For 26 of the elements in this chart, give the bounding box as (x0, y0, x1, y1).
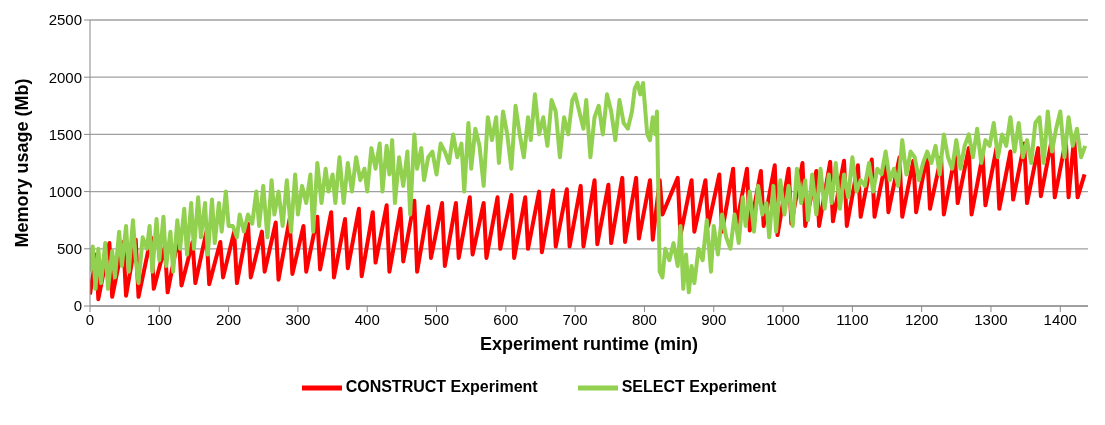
x-tick-label: 200 (216, 310, 242, 328)
x-tick-label: 1100 (836, 310, 869, 328)
x-tick-label: 1200 (904, 310, 939, 328)
x-tick-label: 1400 (1043, 310, 1077, 328)
x-tick-label: 500 (424, 310, 450, 328)
x-tick-label: 400 (354, 310, 380, 328)
x-tick-label: 700 (562, 310, 588, 328)
y-tick-label: 500 (56, 240, 82, 258)
x-tick-label: 100 (146, 310, 172, 328)
legend-label: CONSTRUCT Experiment (345, 378, 538, 396)
x-tick-label: 900 (701, 310, 727, 328)
y-tick-label: 1000 (48, 182, 82, 200)
x-tick-label: 300 (285, 310, 311, 328)
y-tick-label: 2000 (48, 68, 82, 86)
x-axis-title: Experiment runtime (min) (479, 334, 699, 354)
x-tick-label: 1300 (974, 310, 1008, 328)
legend-label: SELECT Experiment (621, 378, 777, 396)
x-tick-label: 600 (493, 310, 519, 328)
x-tick-label: 800 (631, 310, 657, 328)
y-tick-label: 1500 (48, 125, 82, 143)
y-axis-title: Memory usage (Mb) (12, 78, 33, 248)
y-tick-label: 0 (73, 297, 82, 315)
x-tick-label: 0 (85, 310, 95, 328)
line-series (90, 80, 1088, 295)
x-tick-label: 1000 (766, 310, 800, 328)
y-tick-label: 2500 (48, 11, 82, 29)
